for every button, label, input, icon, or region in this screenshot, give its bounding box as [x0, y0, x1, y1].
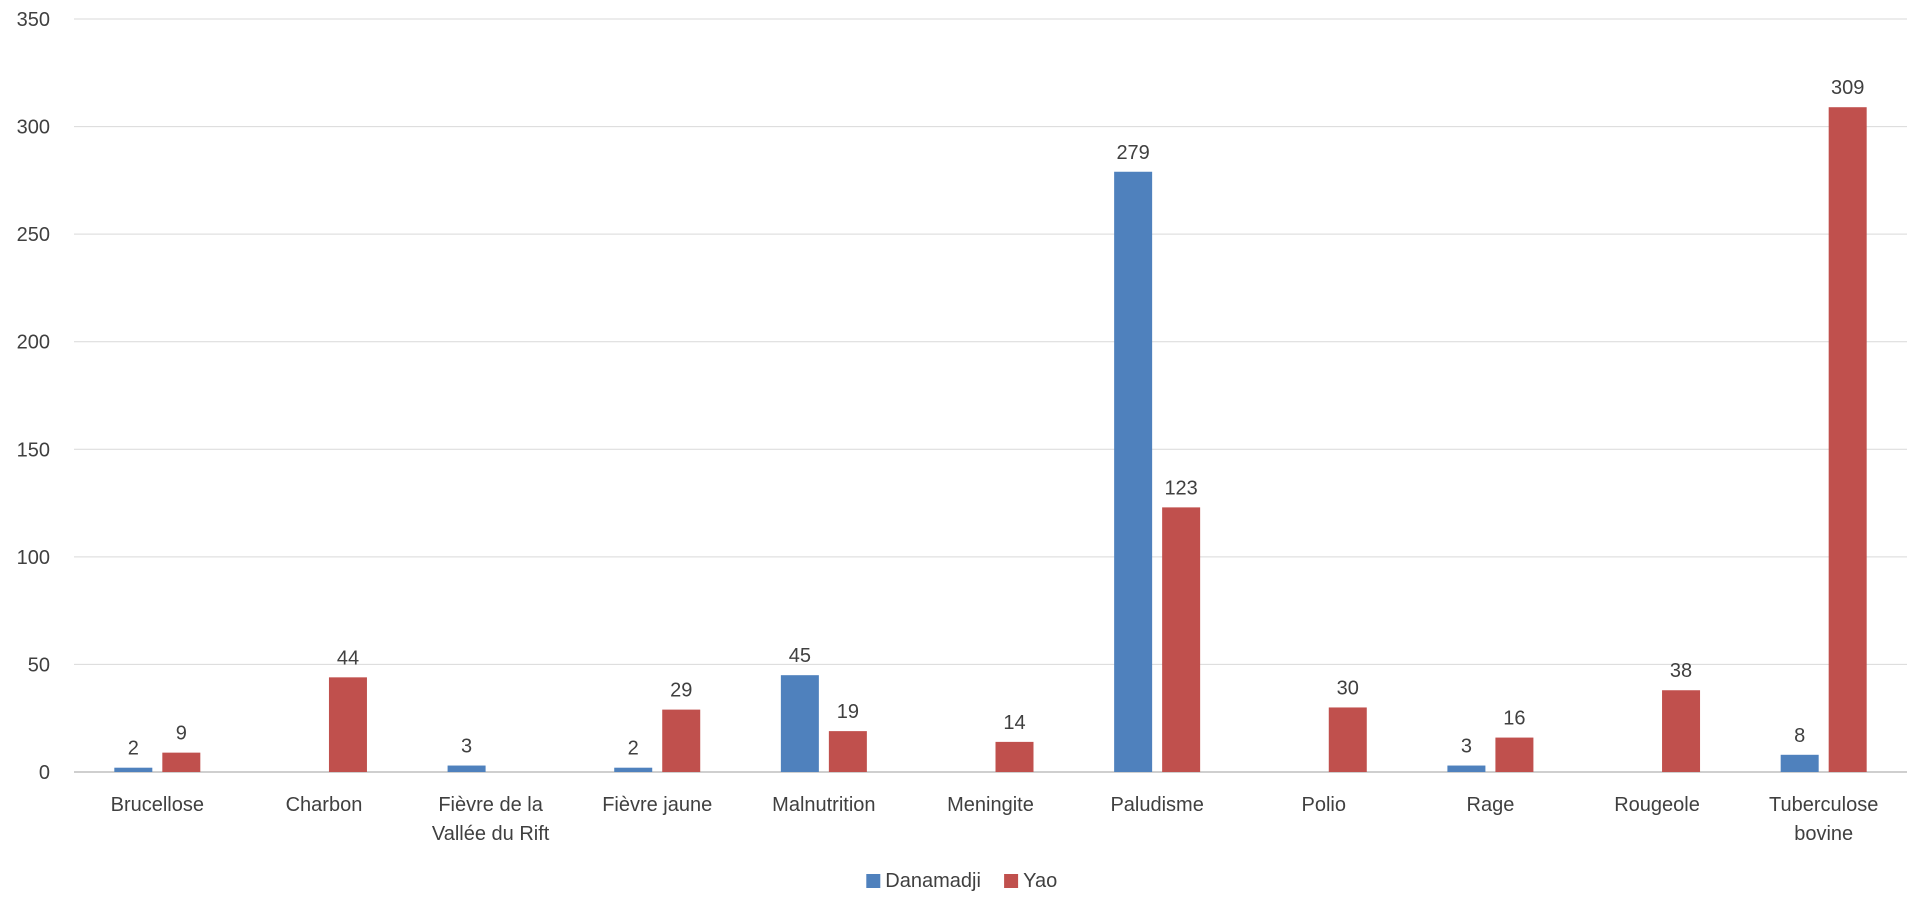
x-tick-label: Paludisme [1110, 794, 1203, 816]
bar-yao-meningite [995, 741, 1034, 772]
legend: Danamadji Yao [866, 870, 1057, 892]
bar-yao-malnutrition [828, 731, 867, 772]
x-tick-label: Polio [1302, 794, 1346, 816]
x-axis-categories: Brucellose Charbon Fièvre de la Vallée du R… [111, 794, 1879, 845]
x-tick-label: Charbon [286, 794, 363, 816]
data-label-yao-charbon: 44 [337, 647, 359, 669]
y-tick-label: 150 [17, 439, 50, 461]
x-tick-label-line: Vallée du Rift [432, 823, 550, 845]
bar-danamadji-brucellose [114, 767, 153, 772]
data-label-yao-rage: 16 [1503, 708, 1525, 730]
data-label-danamadji-fievre-jaune: 2 [628, 738, 639, 760]
bars [114, 107, 1867, 773]
x-tick-label: Rougeole [1614, 794, 1700, 816]
y-axis-ticks: 0 50 100 150 200 250 300 350 [17, 9, 50, 784]
y-tick-label: 100 [17, 547, 50, 569]
x-tick-label: Rage [1467, 794, 1515, 816]
x-tick-label-line: Tuberculose [1769, 794, 1878, 816]
data-label-yao-fievre-jaune: 29 [670, 680, 692, 702]
bar-yao-rougeole [1662, 690, 1701, 772]
bar-yao-fievre-jaune [662, 709, 701, 772]
data-label-yao-rougeole: 38 [1670, 660, 1692, 682]
bar-yao-rage [1495, 737, 1534, 772]
data-label-yao-brucellose: 9 [176, 723, 187, 745]
legend-swatch-yao [1004, 874, 1019, 888]
x-tick-label-line: Brucellose [111, 794, 204, 816]
x-tick-label-line: bovine [1794, 823, 1853, 845]
legend-swatch-danamadji [866, 874, 881, 888]
bar-yao-polio [1328, 707, 1367, 772]
bar-danamadji-fievre-jaune [614, 767, 653, 772]
bar-yao-paludisme [1162, 507, 1201, 772]
data-label-danamadji-brucellose: 2 [128, 738, 139, 760]
bar-danamadji-malnutrition [780, 675, 819, 772]
y-tick-label: 200 [17, 332, 50, 354]
bar-danamadji-tuberculose-bovine [1780, 754, 1819, 772]
x-tick-label: Fièvre jaune [602, 794, 712, 816]
x-tick-label: Brucellose [111, 794, 204, 816]
data-label-danamadji-fievre-de-la-vallee-du-rift: 3 [461, 736, 472, 758]
bar-yao-tuberculose-bovine [1828, 107, 1867, 773]
x-tick-label: Tuberculose bovine [1769, 794, 1878, 845]
data-label-danamadji-malnutrition: 45 [789, 645, 811, 667]
x-tick-label-line: Charbon [286, 794, 363, 816]
data-label-danamadji-paludisme: 279 [1116, 142, 1149, 164]
legend-label-danamadji: Danamadji [885, 870, 981, 892]
legend-label-yao: Yao [1023, 870, 1057, 892]
y-tick-label: 250 [17, 224, 50, 246]
x-tick-label-line: Rage [1467, 794, 1515, 816]
data-label-yao-polio: 30 [1337, 677, 1359, 699]
x-tick-label-line: Paludisme [1110, 794, 1203, 816]
y-tick-label: 300 [17, 117, 50, 139]
x-tick-label: Malnutrition [772, 794, 875, 816]
bar-danamadji-rage [1447, 765, 1486, 772]
data-label-yao-tuberculose-bovine: 309 [1831, 77, 1864, 99]
y-tick-label: 0 [39, 762, 50, 784]
data-label-yao-paludisme: 123 [1164, 477, 1197, 499]
data-label-danamadji-tuberculose-bovine: 8 [1794, 725, 1805, 747]
gridlines [74, 18, 1907, 773]
data-label-danamadji-rage: 3 [1461, 736, 1472, 758]
x-tick-label-line: Fièvre de la [438, 794, 543, 816]
x-tick-label-line: Polio [1302, 794, 1346, 816]
y-tick-label: 50 [28, 654, 50, 676]
data-label-yao-meningite: 14 [1003, 712, 1025, 734]
y-tick-label: 350 [17, 9, 50, 31]
bar-danamadji-paludisme [1114, 171, 1153, 772]
x-tick-label: Meningite [947, 794, 1034, 816]
x-tick-label-line: Fièvre jaune [602, 794, 712, 816]
bar-yao-brucellose [162, 752, 201, 772]
bar-danamadji-fievre-de-la-vallee-du-rift [447, 765, 486, 772]
bar-yao-charbon [328, 677, 367, 772]
x-tick-label-line: Rougeole [1614, 794, 1700, 816]
x-tick-label-line: Malnutrition [772, 794, 875, 816]
x-tick-label: Fièvre de la Vallée du Rift [432, 794, 550, 845]
data-label-yao-malnutrition: 19 [837, 701, 859, 723]
x-tick-label-line: Meningite [947, 794, 1034, 816]
